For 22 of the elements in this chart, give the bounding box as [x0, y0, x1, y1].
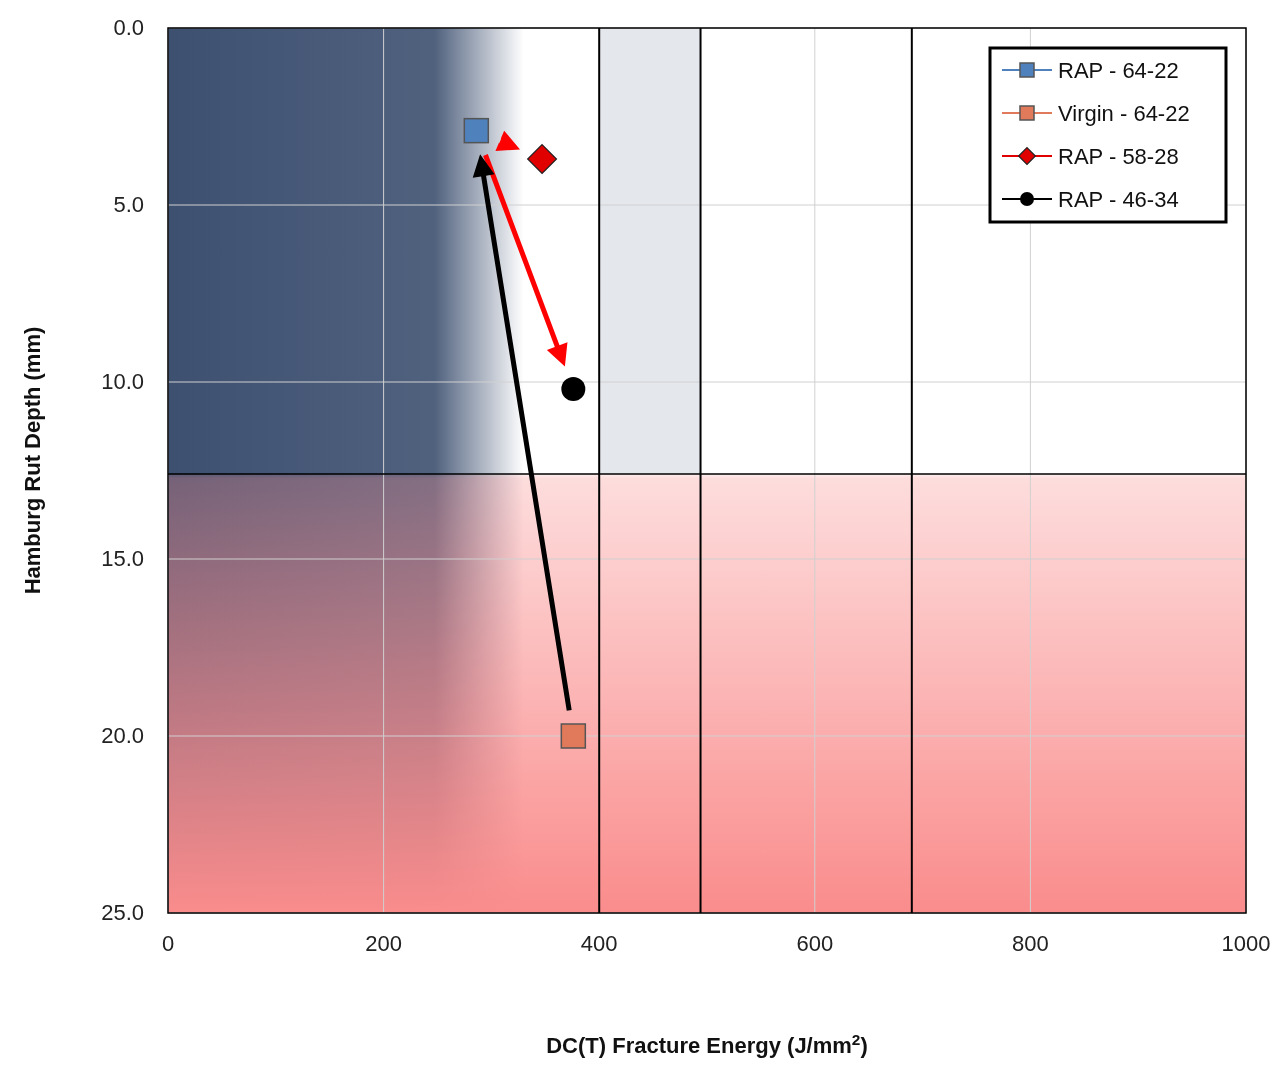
x-tick-label: 600 [796, 931, 834, 956]
point [560, 723, 587, 749]
point [561, 377, 586, 402]
point [527, 143, 558, 174]
y-tick-label: 10.0 [101, 369, 144, 394]
y-axis-title: Hamburg Rut Depth (mm) [20, 326, 45, 595]
x-tick-label: 400 [580, 931, 618, 956]
x-tick-label: 0 [161, 931, 175, 956]
x-tick-label: 200 [365, 931, 402, 956]
y-tick-label: 0.0 [113, 15, 144, 40]
y-tick-label: 20.0 [101, 723, 144, 748]
y-tick-label: 25.0 [101, 900, 144, 925]
legend-label: RAP - 64-22 [1058, 58, 1179, 83]
x-axis-title: DC(T) Fracture Energy (J/mm$^{2}$) [546, 1030, 868, 1058]
legend-label: RAP - 46-34 [1058, 187, 1179, 212]
point [463, 117, 490, 144]
y-tick-label: 15.0 [101, 546, 144, 571]
legend-label: Virgin - 64-22 [1058, 101, 1190, 126]
x-tick-label: 1000 [1221, 931, 1271, 956]
legend-label: RAP - 58-28 [1058, 144, 1179, 169]
y-tick-label: 5.0 [113, 192, 144, 217]
x-tick-label: 800 [1012, 931, 1049, 956]
